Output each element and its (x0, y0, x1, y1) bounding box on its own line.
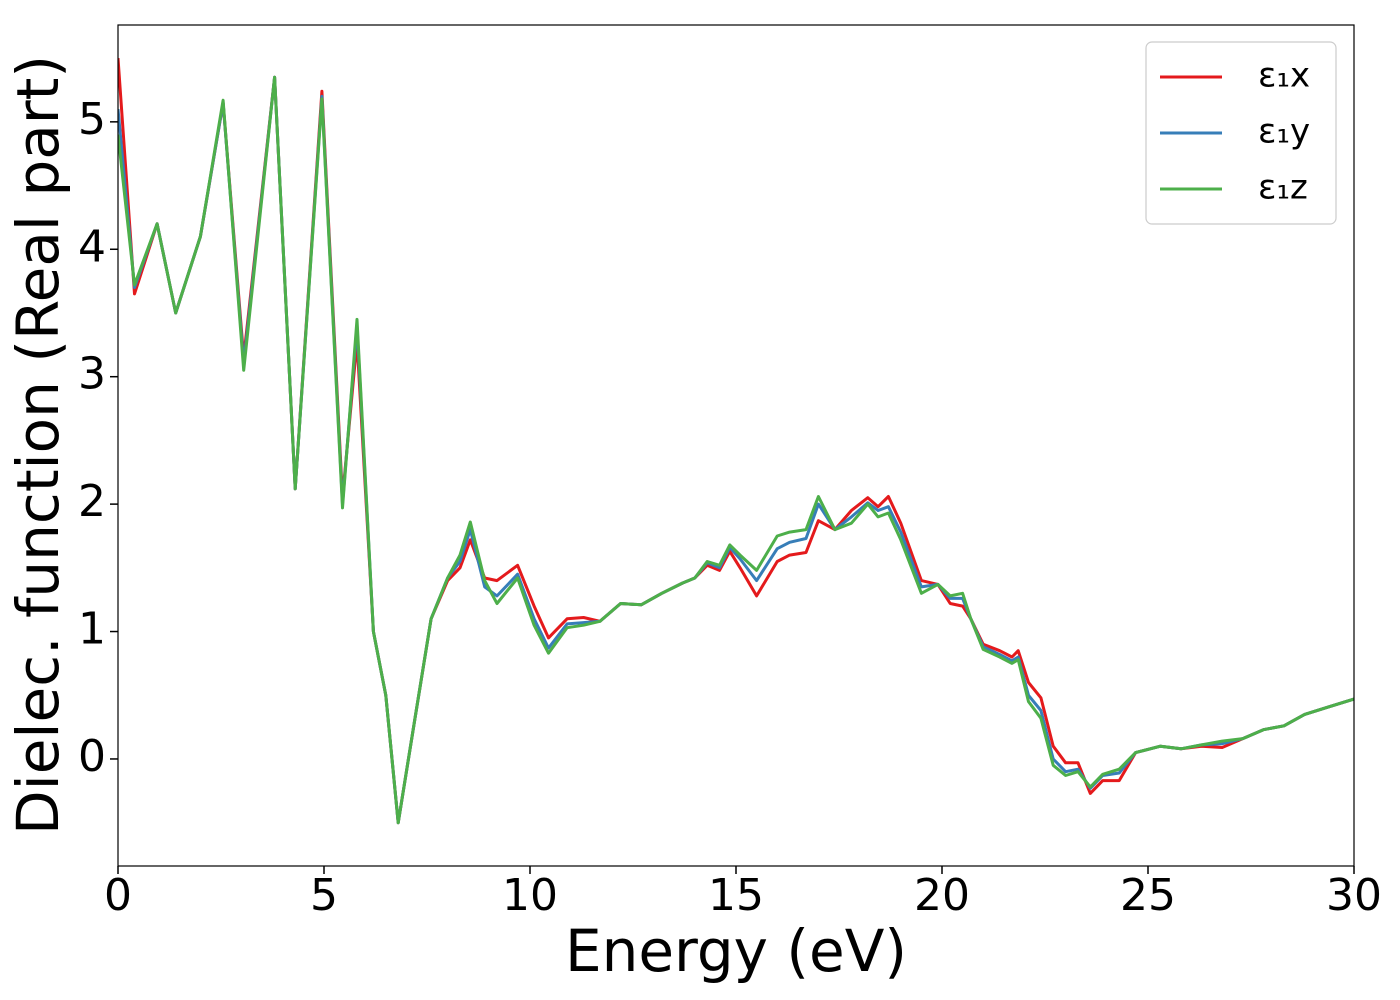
plot-frame (117, 24, 1355, 867)
x-tick-label: 20 (914, 870, 970, 921)
x-tick-label: 25 (1120, 870, 1176, 921)
legend-box (1145, 41, 1337, 225)
y-tick-label: 3 (78, 349, 106, 400)
y-tick-label: 1 (78, 604, 106, 655)
y-tick-label: 5 (78, 94, 106, 145)
x-tick-label: 10 (502, 870, 558, 921)
x-tick-label: 0 (104, 870, 132, 921)
y-axis-label: Dielec. function (Real part) (4, 55, 72, 835)
y-tick-label: 0 (78, 731, 106, 782)
legend-label: ε₁z (1258, 168, 1308, 208)
y-tick-label: 2 (78, 476, 106, 527)
y-tick-label: 4 (78, 221, 106, 272)
x-tick-label: 30 (1326, 870, 1382, 921)
x-tick-label: 15 (708, 870, 764, 921)
legend-label: ε₁x (1258, 56, 1310, 96)
series-line (118, 75, 1354, 825)
x-tick-label: 5 (310, 870, 338, 921)
legend-label: ε₁y (1258, 112, 1310, 152)
x-axis-label: Energy (eV) (565, 917, 907, 985)
